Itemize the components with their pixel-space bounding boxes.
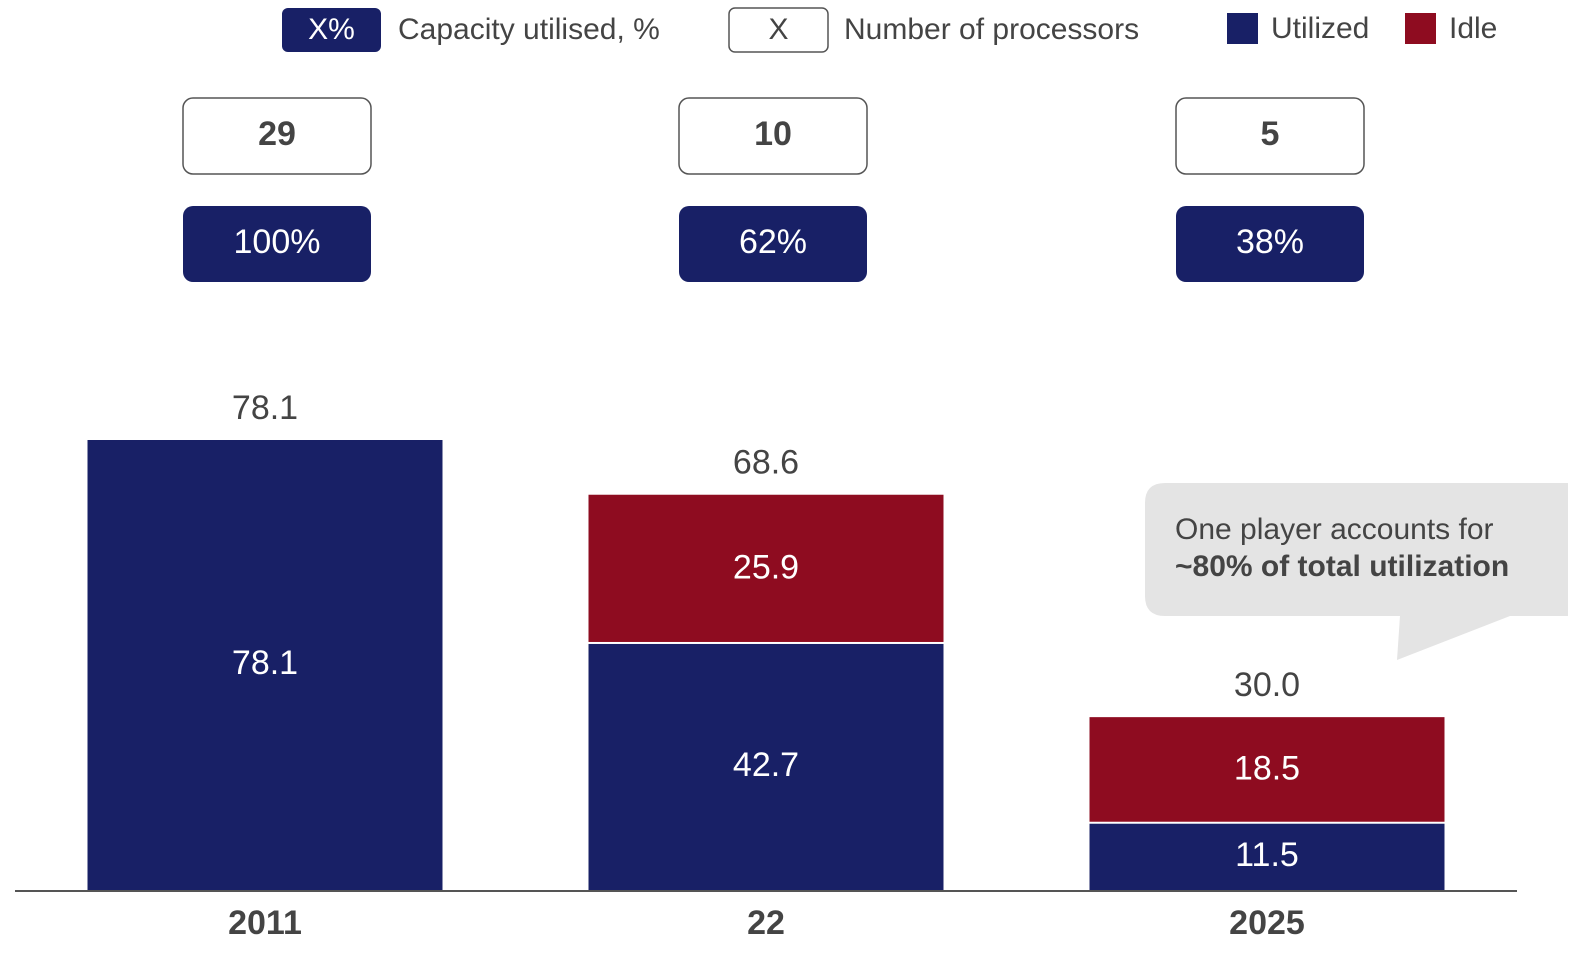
capacity-box [183,206,371,282]
legend-label: Utilized [1271,12,1369,45]
legend-label: Idle [1449,12,1497,45]
bar-segment [1089,717,1445,822]
capacity-label: 100% [234,223,321,261]
legend-capacity-box [282,8,381,52]
capacity-box [1176,206,1364,282]
capacity-label: 38% [1236,223,1304,261]
legend-processors-label: Number of processors [844,13,1139,46]
bar-segment [87,440,443,890]
segment-label: 42.7 [733,746,799,784]
legend-processors-box [728,7,829,53]
bar-segment [588,494,944,642]
bar-segment [588,643,944,890]
bar-segment [1089,823,1445,890]
x-tick-label: 2025 [1229,904,1305,942]
processor-box [1175,97,1365,175]
capacity-label: 62% [739,223,807,261]
x-tick-label: 22 [747,904,785,942]
processor-count: 29 [258,115,296,153]
processor-count: 10 [754,115,792,153]
capacity-box [679,206,867,282]
processor-box [182,97,372,175]
segment-label: 18.5 [1234,749,1300,787]
segment-label: 25.9 [733,548,799,586]
segment-label: 11.5 [1235,836,1299,874]
legend-swatch [1405,13,1436,44]
processor-box [678,97,868,175]
total-label: 78.1 [232,389,298,427]
processor-count: 5 [1261,115,1280,153]
legend-processors-symbol: X [768,13,788,46]
total-label: 30.0 [1234,666,1300,704]
callout-line2: ~80% of total utilization [1175,550,1509,583]
legend-capacity-symbol: X% [308,13,355,46]
legend-swatch [1227,13,1258,44]
x-tick-label: 2011 [228,904,302,942]
legend: Utilized Idle [1227,12,1497,45]
total-label: 68.6 [733,444,799,482]
callout [1145,483,1568,660]
legend-capacity-label: Capacity utilised, % [398,13,660,46]
callout-line1: One player accounts for [1175,513,1494,546]
segment-label: 78.1 [232,644,298,682]
